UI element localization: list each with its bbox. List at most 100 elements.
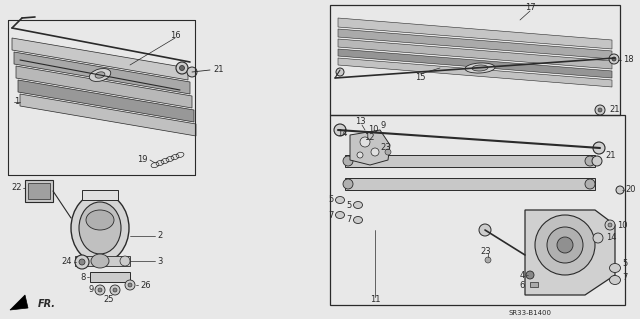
Circle shape (75, 255, 89, 269)
Text: 11: 11 (370, 295, 380, 305)
Polygon shape (75, 256, 130, 266)
Polygon shape (12, 38, 188, 80)
Text: 8: 8 (81, 272, 86, 281)
Circle shape (343, 156, 353, 166)
Bar (82, 190, 118, 200)
Polygon shape (350, 130, 390, 165)
Text: 24: 24 (61, 257, 72, 266)
Text: 9: 9 (380, 122, 386, 130)
Circle shape (485, 257, 491, 263)
Circle shape (598, 108, 602, 112)
Bar (345, 178, 595, 190)
Text: FR.: FR. (38, 299, 56, 309)
Circle shape (595, 105, 605, 115)
Circle shape (125, 280, 135, 290)
Ellipse shape (86, 210, 114, 230)
Text: 23: 23 (380, 144, 390, 152)
Polygon shape (338, 49, 612, 78)
Bar (25, 180, 53, 202)
Text: 7: 7 (328, 211, 334, 219)
Circle shape (95, 285, 105, 295)
Circle shape (120, 256, 130, 266)
Circle shape (79, 259, 85, 265)
Text: 17: 17 (525, 4, 535, 12)
Ellipse shape (609, 276, 621, 285)
Bar (330, 115, 625, 305)
Text: 25: 25 (104, 294, 115, 303)
Circle shape (113, 288, 117, 292)
Text: SR33-B1400: SR33-B1400 (509, 310, 552, 316)
Text: 18: 18 (623, 56, 634, 64)
Text: 12: 12 (364, 133, 374, 143)
Circle shape (605, 220, 615, 230)
Text: 19: 19 (138, 155, 148, 165)
Text: 22: 22 (12, 183, 22, 192)
Ellipse shape (335, 197, 344, 204)
Circle shape (593, 142, 605, 154)
Ellipse shape (472, 65, 488, 71)
Circle shape (612, 57, 616, 61)
Text: 14: 14 (606, 234, 616, 242)
Polygon shape (20, 94, 196, 136)
Circle shape (592, 156, 602, 166)
Text: 3: 3 (157, 256, 163, 265)
Text: 5: 5 (329, 196, 334, 204)
Ellipse shape (71, 193, 129, 263)
Polygon shape (14, 52, 190, 94)
Text: 16: 16 (170, 31, 180, 40)
Ellipse shape (91, 254, 109, 268)
Circle shape (110, 285, 120, 295)
Circle shape (608, 223, 612, 227)
Circle shape (593, 233, 603, 243)
Circle shape (385, 149, 391, 155)
Text: 5: 5 (347, 201, 352, 210)
Polygon shape (16, 66, 192, 108)
Text: 1: 1 (14, 98, 19, 107)
Text: 21: 21 (605, 151, 616, 160)
Text: 10: 10 (368, 125, 378, 135)
Circle shape (357, 152, 363, 158)
Polygon shape (18, 80, 194, 122)
Circle shape (616, 186, 624, 194)
Polygon shape (525, 210, 615, 295)
Text: 23: 23 (480, 248, 491, 256)
Circle shape (187, 67, 197, 77)
Ellipse shape (353, 217, 362, 224)
Ellipse shape (95, 72, 105, 78)
Text: 14: 14 (337, 129, 348, 137)
Circle shape (547, 227, 583, 263)
Circle shape (176, 62, 188, 74)
Ellipse shape (79, 202, 121, 254)
Circle shape (343, 179, 353, 189)
Circle shape (334, 124, 346, 136)
Circle shape (336, 68, 344, 76)
Polygon shape (10, 295, 28, 310)
Ellipse shape (465, 63, 495, 73)
Circle shape (371, 148, 379, 156)
Circle shape (585, 179, 595, 189)
Ellipse shape (89, 69, 111, 81)
Circle shape (535, 215, 595, 275)
Polygon shape (338, 58, 612, 87)
Bar (330, 5, 620, 115)
Circle shape (479, 224, 491, 236)
Ellipse shape (609, 263, 621, 272)
Circle shape (179, 65, 184, 70)
Circle shape (585, 156, 595, 166)
Text: 6: 6 (520, 280, 525, 290)
Text: 21: 21 (609, 106, 620, 115)
Circle shape (98, 288, 102, 292)
Text: 5: 5 (622, 259, 627, 269)
Circle shape (128, 283, 132, 287)
Polygon shape (338, 39, 612, 69)
Polygon shape (338, 29, 612, 59)
Text: 7: 7 (622, 273, 627, 283)
Circle shape (526, 271, 534, 279)
Text: 21: 21 (213, 65, 223, 75)
Text: 20: 20 (625, 186, 636, 195)
Text: 2: 2 (157, 232, 163, 241)
Text: 9: 9 (89, 286, 94, 294)
Circle shape (557, 237, 573, 253)
Text: 13: 13 (355, 117, 365, 127)
Circle shape (360, 137, 370, 147)
